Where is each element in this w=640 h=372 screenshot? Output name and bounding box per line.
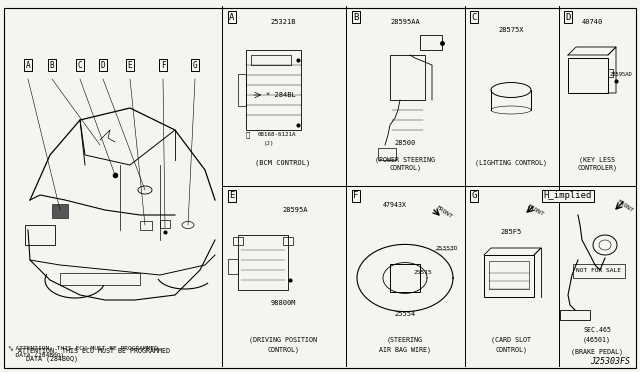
Text: F: F — [353, 192, 358, 201]
Text: 08168-6121A: 08168-6121A — [258, 132, 296, 138]
Bar — [228, 259, 238, 273]
Bar — [390, 264, 420, 292]
Text: 25554: 25554 — [394, 311, 415, 317]
Bar — [140, 221, 152, 230]
Text: CONTROL): CONTROL) — [495, 347, 527, 353]
Text: * 284BL: * 284BL — [266, 92, 296, 98]
Bar — [608, 69, 613, 77]
Bar — [489, 261, 529, 289]
Text: 28595AD: 28595AD — [610, 73, 633, 77]
Bar — [160, 220, 170, 228]
Bar — [573, 264, 625, 278]
Text: (BCM CONTROL): (BCM CONTROL) — [255, 160, 310, 166]
Text: 28595A: 28595A — [282, 207, 308, 213]
Text: DATA (284B0Q): DATA (284B0Q) — [8, 353, 64, 359]
Text: SEC.465: SEC.465 — [583, 327, 611, 333]
Bar — [246, 50, 301, 130]
Text: NOT FOR SALE: NOT FOR SALE — [577, 269, 621, 273]
Text: G: G — [193, 61, 197, 70]
Bar — [60, 273, 140, 285]
Bar — [420, 35, 442, 50]
Text: B: B — [50, 61, 54, 70]
Bar — [251, 55, 291, 65]
Bar — [390, 55, 425, 100]
Text: CONTROL): CONTROL) — [267, 347, 299, 353]
Text: * ATTENTION: THIS ECU MUST BE PROGRAMMED: * ATTENTION: THIS ECU MUST BE PROGRAMMED — [8, 346, 158, 350]
Text: C: C — [471, 13, 477, 22]
Bar — [52, 204, 68, 218]
Text: AIR BAG WIRE): AIR BAG WIRE) — [379, 347, 431, 353]
Text: 40740: 40740 — [581, 19, 603, 25]
Text: ⓘ: ⓘ — [246, 132, 250, 138]
Text: D: D — [100, 61, 106, 70]
Bar — [25, 225, 55, 245]
Text: J25303FS: J25303FS — [590, 357, 630, 366]
Bar — [568, 58, 608, 93]
Text: E: E — [128, 61, 132, 70]
Text: 47943X: 47943X — [383, 202, 407, 208]
Text: CONTROLER): CONTROLER) — [577, 165, 617, 171]
Text: FRONT: FRONT — [435, 205, 453, 219]
Text: (46501): (46501) — [583, 337, 611, 343]
Text: 25353D: 25353D — [435, 246, 458, 250]
Text: H_implied: H_implied — [544, 192, 592, 201]
Bar — [238, 74, 246, 106]
Text: (KEY LESS: (KEY LESS — [579, 157, 615, 163]
Text: (LIGHTING CONTROL): (LIGHTING CONTROL) — [475, 160, 547, 166]
Text: (CARD SLOT: (CARD SLOT — [491, 337, 531, 343]
Text: (BRAKE PEDAL): (BRAKE PEDAL) — [571, 349, 623, 355]
Text: C: C — [77, 61, 83, 70]
Text: 28500: 28500 — [394, 140, 415, 146]
Text: * ATTENTION: THIS ECU MUST BE PROGRAMMED
    DATA (284B0Q): * ATTENTION: THIS ECU MUST BE PROGRAMMED… — [10, 348, 170, 362]
Text: 98800M: 98800M — [270, 300, 296, 306]
Text: (J): (J) — [264, 141, 275, 145]
Bar — [233, 237, 243, 245]
Text: (STEERING: (STEERING — [387, 337, 423, 343]
Text: 28595AA: 28595AA — [390, 19, 420, 25]
Text: CONTROL): CONTROL) — [389, 165, 421, 171]
Text: 25515: 25515 — [413, 269, 432, 275]
Text: D: D — [565, 13, 571, 22]
Text: 25321B: 25321B — [270, 19, 296, 25]
Bar — [560, 310, 590, 320]
Bar — [378, 148, 396, 160]
Bar — [283, 237, 293, 245]
Bar — [238, 235, 288, 290]
Text: (POWER STEERING: (POWER STEERING — [375, 157, 435, 163]
Text: A: A — [26, 61, 30, 70]
Text: G: G — [471, 192, 477, 201]
Text: FRONT: FRONT — [526, 203, 545, 217]
Text: E: E — [229, 192, 235, 201]
Text: F: F — [161, 61, 165, 70]
Text: 285F5: 285F5 — [500, 229, 522, 235]
Text: A: A — [229, 13, 235, 22]
Text: B: B — [353, 13, 358, 22]
Bar — [484, 255, 534, 297]
Text: FRONT: FRONT — [616, 199, 634, 214]
Text: 28575X: 28575X — [499, 27, 524, 33]
Text: (DRIVING POSITION: (DRIVING POSITION — [249, 337, 317, 343]
